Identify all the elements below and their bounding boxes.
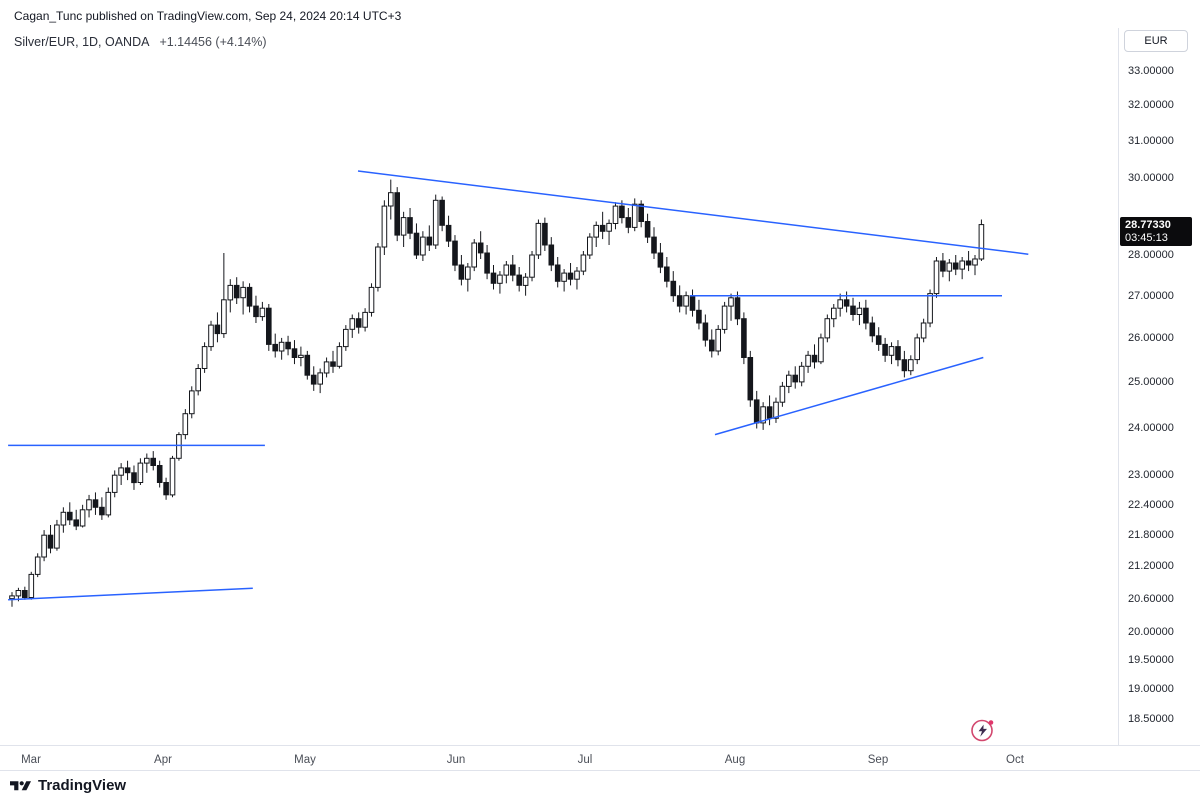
price-tick-label: 31.00000 xyxy=(1128,135,1174,147)
chart-canvas[interactable] xyxy=(0,0,1118,745)
footer-bar: TradingView xyxy=(0,770,1200,800)
time-tick-label: Jun xyxy=(446,754,466,766)
price-tick-label: 21.20000 xyxy=(1128,560,1174,573)
price-tick-label: 23.00000 xyxy=(1128,469,1174,482)
currency-toggle-button[interactable]: EUR xyxy=(1124,30,1188,52)
price-tick-label: 30.00000 xyxy=(1128,171,1174,184)
last-price-badge: 28.77330 03:45:13 xyxy=(1120,217,1192,247)
price-tick-label: 33.00000 xyxy=(1128,65,1174,77)
price-tick-label: 27.00000 xyxy=(1128,289,1174,302)
bar-countdown: 03:45:13 xyxy=(1125,232,1168,245)
price-tick-label: 21.80000 xyxy=(1128,529,1174,542)
price-tick-label: 32.00000 xyxy=(1128,99,1174,112)
trendline-march-ascending-low[interactable] xyxy=(8,587,253,601)
time-tick-label: Apr xyxy=(154,754,172,766)
price-tick-label: 28.00000 xyxy=(1128,248,1174,261)
price-tick-label: 20.60000 xyxy=(1128,592,1174,605)
brand-name[interactable]: TradingView xyxy=(38,777,127,794)
time-axis[interactable]: Mar Apr May Jun Jul Aug Sep Oct xyxy=(0,745,1200,771)
candles xyxy=(9,179,985,607)
time-tick-label: May xyxy=(294,754,316,766)
trendline-descending-resistance[interactable] xyxy=(357,170,1029,255)
price-tick-label: 18.50000 xyxy=(1128,713,1174,725)
price-tick-label: 22.40000 xyxy=(1128,498,1174,511)
price-axis[interactable]: EUR 33.00000 32.00000 31.00000 30.00000 28.0… xyxy=(1119,0,1200,770)
time-tick-label: Jul xyxy=(577,754,593,766)
time-tick-label: Mar xyxy=(21,754,41,766)
price-tick-label: 25.00000 xyxy=(1128,375,1174,388)
price-change: +1.14456 (+4.14%) xyxy=(159,35,267,49)
last-price-value: 28.77330 xyxy=(1125,219,1171,232)
trendline-august-ascending-support[interactable] xyxy=(714,356,984,436)
time-tick-label: Sep xyxy=(867,754,889,766)
symbol-title[interactable]: Silver/EUR, 1D, OANDA xyxy=(14,35,150,49)
price-axis-separator xyxy=(1118,28,1119,770)
lightning-bolt-icon xyxy=(971,719,994,742)
tradingview-logo-icon[interactable] xyxy=(10,778,31,794)
reaction-button[interactable] xyxy=(968,715,998,745)
price-tick-label: 24.00000 xyxy=(1128,421,1174,434)
chart-legend[interactable]: Silver/EUR, 1D, OANDA +1.14456 (+4.14%) xyxy=(14,35,266,49)
price-tick-label: 26.00000 xyxy=(1128,331,1174,344)
price-tick-label: 19.50000 xyxy=(1128,654,1174,667)
price-tick-label: 19.00000 xyxy=(1128,683,1174,696)
time-tick-label: Aug xyxy=(724,754,746,766)
trendlines[interactable] xyxy=(8,170,1029,601)
publish-attribution: Cagan_Tunc published on TradingView.com,… xyxy=(14,9,402,23)
time-tick-label: Oct xyxy=(1006,754,1024,766)
price-tick-label: 20.00000 xyxy=(1128,625,1174,638)
